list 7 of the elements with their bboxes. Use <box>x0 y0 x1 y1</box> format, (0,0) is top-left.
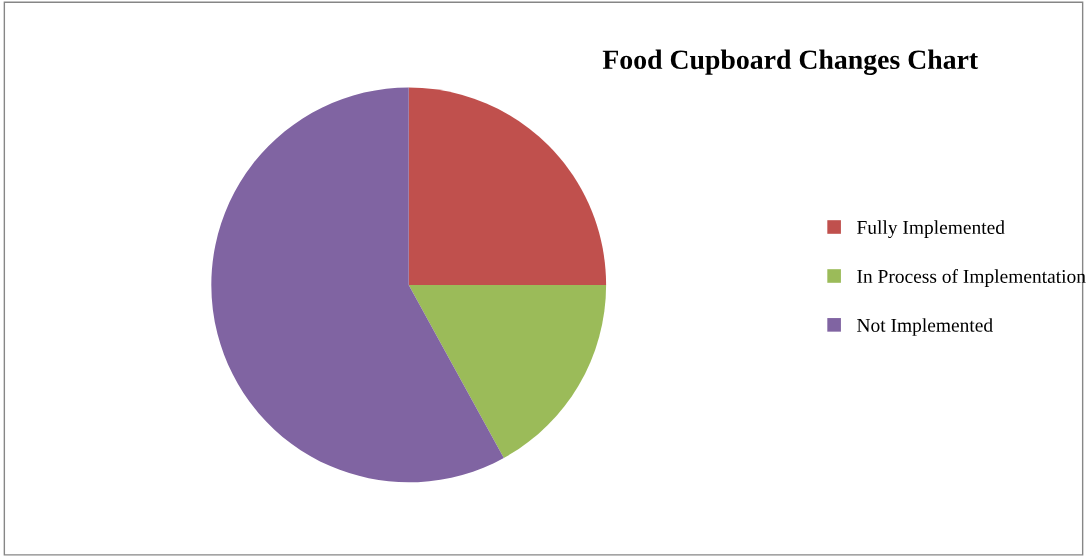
pie-slice <box>408 87 607 285</box>
pie-slice <box>211 87 504 483</box>
legend-label: Fully Implemented <box>857 220 1005 238</box>
legend-label: Not Implemented <box>857 318 993 336</box>
pie-slice <box>408 284 607 458</box>
chart-title: Food Cupboard Changes Chart <box>602 49 979 75</box>
legend-label: In Process of Implementation <box>857 269 1086 287</box>
